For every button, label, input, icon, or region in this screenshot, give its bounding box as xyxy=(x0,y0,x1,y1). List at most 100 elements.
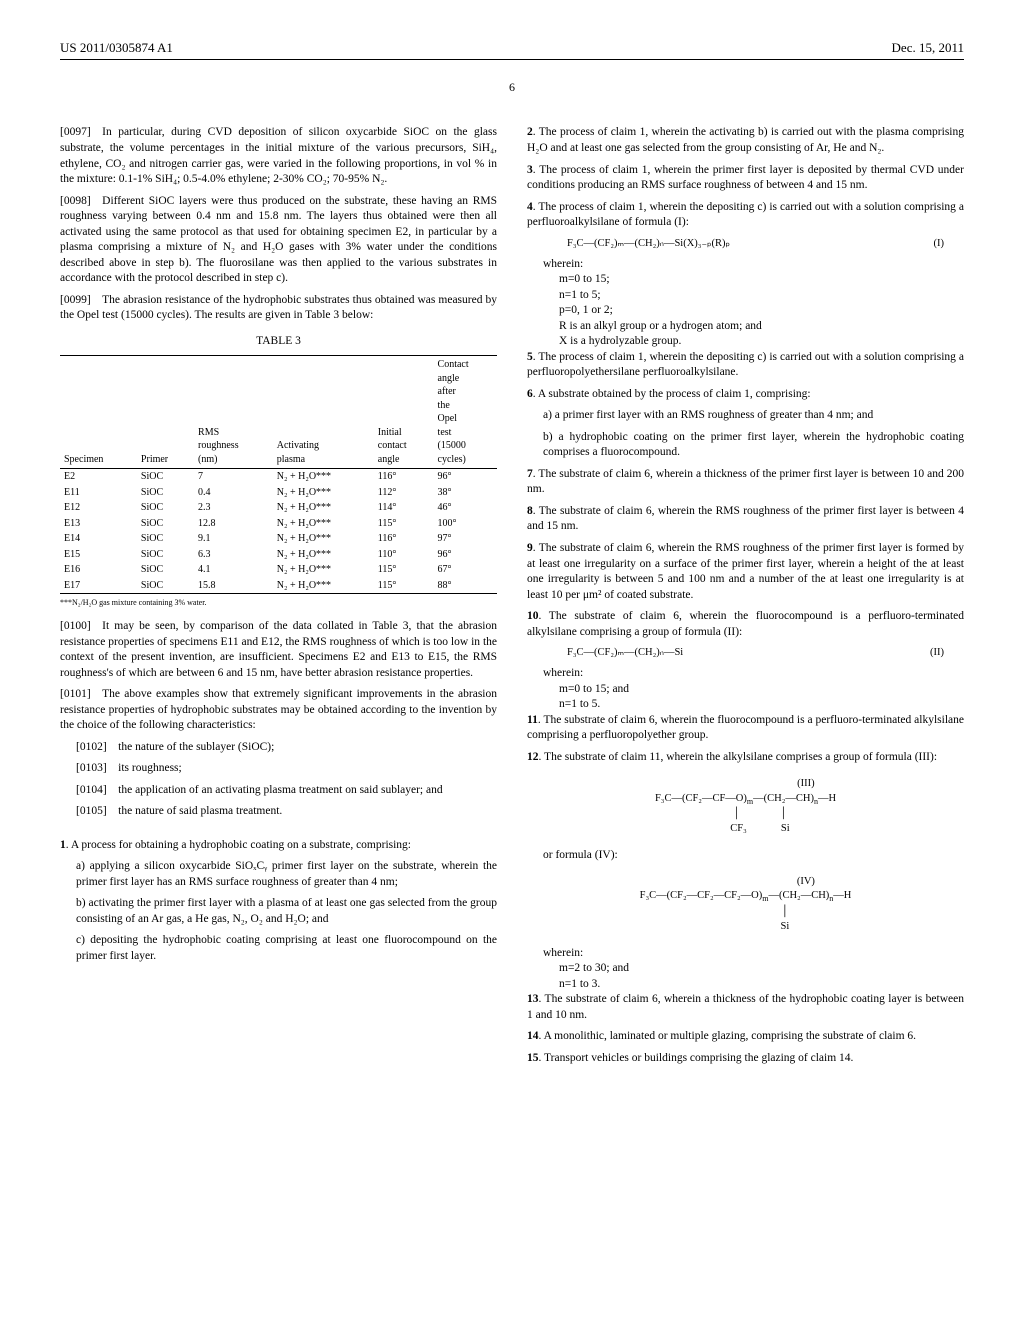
formula-4: (IV) F₃C―(CF₂―CF₂―CF₂―O)m―(CH₂―CH)n―H │ … xyxy=(527,875,964,933)
table-row: E12SiOC2.3N₂ + H₂O***114°46° xyxy=(60,500,497,516)
para-102: [0102] the nature of the sublayer (SiOC)… xyxy=(60,740,497,756)
para-101: [0101] The above examples show that extr… xyxy=(60,687,497,734)
para-100: [0100] It may be seen, by comparison of … xyxy=(60,619,497,681)
formula-1-x: X is a hydrolyzable group. xyxy=(527,334,964,350)
claim-5: 5. The process of claim 1, wherein the d… xyxy=(527,350,964,381)
table-cell: 88° xyxy=(434,578,497,594)
table-cell: E15 xyxy=(60,547,137,563)
table-cell: 100° xyxy=(434,516,497,532)
claim-9: 9. The substrate of claim 6, wherein the… xyxy=(527,541,964,603)
table-cell: 15.8 xyxy=(194,578,273,594)
formula-1-m: m=0 to 15; xyxy=(527,272,964,288)
table-cell: E16 xyxy=(60,562,137,578)
claim-8: 8. The substrate of claim 6, wherein the… xyxy=(527,504,964,535)
table-cell: 116° xyxy=(374,531,434,547)
table-cell: E2 xyxy=(60,469,137,485)
formula-1-r: R is an alkyl group or a hydrogen atom; … xyxy=(527,319,964,335)
claim-7: 7. The substrate of claim 6, wherein a t… xyxy=(527,467,964,498)
page-number: 6 xyxy=(60,80,964,96)
table-cell: SiOC xyxy=(137,531,194,547)
table-row: E2SiOC7N₂ + H₂O***116°96° xyxy=(60,469,497,485)
formula-2-n: n=1 to 5. xyxy=(527,697,964,713)
table-cell: 12.8 xyxy=(194,516,273,532)
table-cell: 116° xyxy=(374,469,434,485)
table-cell: N₂ + H₂O*** xyxy=(273,547,374,563)
claim-1a: a) applying a silicon oxycarbide SiOₓCᵧ … xyxy=(60,859,497,890)
claim-3: 3. The process of claim 1, wherein the p… xyxy=(527,163,964,194)
table-row: E11SiOC0.4N₂ + H₂O***112°38° xyxy=(60,485,497,501)
table-cell: SiOC xyxy=(137,469,194,485)
right-column: 2. The process of claim 1, wherein the a… xyxy=(527,125,964,1072)
para-97: [0097] In particular, during CVD deposit… xyxy=(60,125,497,187)
table-cell: 115° xyxy=(374,516,434,532)
formula-1: F₃C—(CF₂)ₘ—(CH₂)ₙ—Si(X)₃₋ₚ(R)ₚ (I) xyxy=(527,237,964,251)
table-header-cell: Activatingplasma xyxy=(273,356,374,469)
claim-11: 11. The substrate of claim 6, wherein th… xyxy=(527,713,964,744)
text-columns: [0097] In particular, during CVD deposit… xyxy=(60,125,964,1072)
table-cell: N₂ + H₂O*** xyxy=(273,516,374,532)
table-row: E16SiOC4.1N₂ + H₂O***115°67° xyxy=(60,562,497,578)
page-header: US 2011/0305874 A1 Dec. 15, 2011 xyxy=(60,40,964,60)
table-3: SpecimenPrimerRMSroughness(nm)Activating… xyxy=(60,355,497,594)
table-cell: 96° xyxy=(434,469,497,485)
table-cell: N₂ + H₂O*** xyxy=(273,485,374,501)
table-cell: 6.3 xyxy=(194,547,273,563)
claim-10: 10. The substrate of claim 6, wherein th… xyxy=(527,609,964,640)
table-row: E13SiOC12.8N₂ + H₂O***115°100° xyxy=(60,516,497,532)
wherein-3: wherein: xyxy=(527,946,964,962)
table-3-title: TABLE 3 xyxy=(60,334,497,350)
table-cell: 9.1 xyxy=(194,531,273,547)
table-cell: 67° xyxy=(434,562,497,578)
claim-2: 2. The process of claim 1, wherein the a… xyxy=(527,125,964,156)
para-99: [0099] The abrasion resistance of the hy… xyxy=(60,293,497,324)
patent-page: US 2011/0305874 A1 Dec. 15, 2011 6 [0097… xyxy=(0,0,1024,1112)
wherein-2: wherein: xyxy=(527,666,964,682)
claim-4: 4. The process of claim 1, wherein the d… xyxy=(527,200,964,231)
table-cell: 115° xyxy=(374,562,434,578)
table-header-cell: Initialcontactangle xyxy=(374,356,434,469)
table-cell: 97° xyxy=(434,531,497,547)
claim-13: 13. The substrate of claim 6, wherein a … xyxy=(527,992,964,1023)
para-98: [0098] Different SiOC layers were thus p… xyxy=(60,194,497,287)
table-cell: 112° xyxy=(374,485,434,501)
table-cell: 110° xyxy=(374,547,434,563)
table-cell: 115° xyxy=(374,578,434,594)
or-formula-4: or formula (IV): xyxy=(527,848,964,864)
formula-3: (III) F₃C―(CF₂―CF―O)m―(CH₂―CH)n―H │ │ CF… xyxy=(527,777,964,835)
table-cell: SiOC xyxy=(137,485,194,501)
table-row: E14SiOC9.1N₂ + H₂O***116°97° xyxy=(60,531,497,547)
para-103: [0103] its roughness; xyxy=(60,761,497,777)
table-cell: 46° xyxy=(434,500,497,516)
table-cell: E13 xyxy=(60,516,137,532)
table-cell: N₂ + H₂O*** xyxy=(273,469,374,485)
claim-6b: b) a hydrophobic coating on the primer f… xyxy=(527,430,964,461)
table-cell: SiOC xyxy=(137,578,194,594)
table-cell: 114° xyxy=(374,500,434,516)
table-cell: E17 xyxy=(60,578,137,594)
table-header-cell: RMSroughness(nm) xyxy=(194,356,273,469)
table-3-footnote: ***N₂/H₂O gas mixture containing 3% wate… xyxy=(60,598,497,609)
claim-12: 12. The substrate of claim 11, wherein t… xyxy=(527,750,964,766)
table-cell: 2.3 xyxy=(194,500,273,516)
table-cell: N₂ + H₂O*** xyxy=(273,531,374,547)
wherein-1: wherein: xyxy=(527,257,964,273)
left-column: [0097] In particular, during CVD deposit… xyxy=(60,125,497,1072)
claim-6a: a) a primer first layer with an RMS roug… xyxy=(527,408,964,424)
table-cell: N₂ + H₂O*** xyxy=(273,500,374,516)
table-cell: 96° xyxy=(434,547,497,563)
claim-15: 15. Transport vehicles or buildings comp… xyxy=(527,1051,964,1067)
claim-6: 6. A substrate obtained by the process o… xyxy=(527,387,964,403)
table-cell: E12 xyxy=(60,500,137,516)
formula-2: F₃C—(CF₂)ₘ—(CH₂)ₙ—Si (II) xyxy=(527,646,964,660)
table-cell: E11 xyxy=(60,485,137,501)
table-row: E15SiOC6.3N₂ + H₂O***110°96° xyxy=(60,547,497,563)
claim-1b: b) activating the primer first layer wit… xyxy=(60,896,497,927)
table-cell: SiOC xyxy=(137,500,194,516)
table-cell: 7 xyxy=(194,469,273,485)
formula-2-m: m=0 to 15; and xyxy=(527,682,964,698)
table-cell: 0.4 xyxy=(194,485,273,501)
table-cell: SiOC xyxy=(137,516,194,532)
table-cell: N₂ + H₂O*** xyxy=(273,562,374,578)
table-header-row: SpecimenPrimerRMSroughness(nm)Activating… xyxy=(60,356,497,469)
formula-1-n: n=1 to 5; xyxy=(527,288,964,304)
